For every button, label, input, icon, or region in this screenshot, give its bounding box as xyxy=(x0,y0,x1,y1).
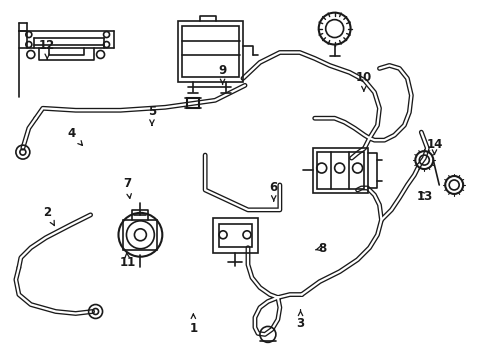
Text: 4: 4 xyxy=(67,127,82,145)
Text: 7: 7 xyxy=(123,177,131,198)
Bar xyxy=(178,21,243,82)
Text: 11: 11 xyxy=(119,253,136,269)
Text: 3: 3 xyxy=(296,310,304,330)
Bar xyxy=(123,220,157,250)
Text: 10: 10 xyxy=(355,71,371,91)
Bar xyxy=(312,148,367,193)
Bar xyxy=(219,224,251,247)
Bar xyxy=(182,26,239,77)
Text: 14: 14 xyxy=(426,138,442,154)
Text: 1: 1 xyxy=(189,314,197,335)
Bar xyxy=(213,218,258,253)
Bar xyxy=(187,98,199,108)
Text: 2: 2 xyxy=(43,206,54,226)
Text: 12: 12 xyxy=(39,39,55,59)
Text: 13: 13 xyxy=(416,190,432,203)
Text: 9: 9 xyxy=(218,64,226,84)
Text: 5: 5 xyxy=(147,105,156,125)
Text: 6: 6 xyxy=(269,181,277,201)
Bar xyxy=(316,152,363,189)
Text: 8: 8 xyxy=(315,242,326,255)
